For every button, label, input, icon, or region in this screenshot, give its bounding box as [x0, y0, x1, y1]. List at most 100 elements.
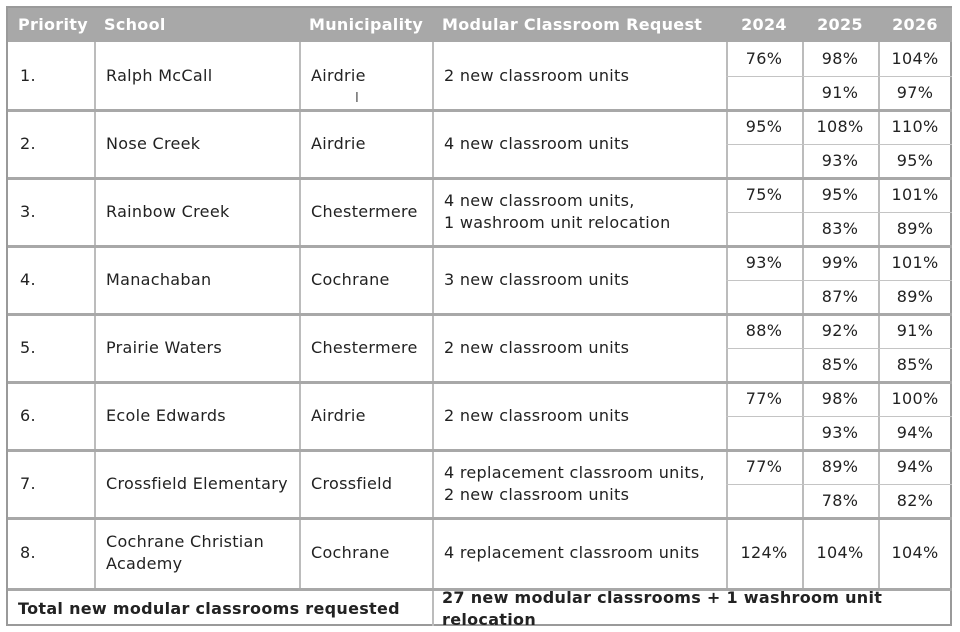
- row4-municipality: Cochrane: [311, 270, 390, 289]
- row5-municipality: Chestermere: [311, 338, 418, 357]
- row3-priority: 3.: [20, 202, 36, 221]
- row8-2025: 104%: [816, 543, 864, 562]
- row1-2025-a: 98%: [821, 49, 859, 68]
- row7-2026-b: 82%: [896, 491, 934, 510]
- sub-row-divider: [726, 416, 952, 417]
- row8-school-line1: Cochrane Christian: [106, 532, 265, 551]
- row8-school: Cochrane Christian Academy: [94, 518, 299, 588]
- row3-request-line2: 1 washroom unit relocation: [444, 213, 671, 232]
- row2-priority: 2.: [20, 134, 36, 153]
- header-2026: 2026: [878, 8, 952, 42]
- row1-request: 2 new classroom units: [444, 66, 630, 85]
- row7-2025-b: 78%: [821, 491, 859, 510]
- sub-row-divider: [726, 76, 952, 77]
- row6-priority: 6.: [20, 406, 36, 425]
- row5-priority: 5.: [20, 338, 36, 357]
- row5-2026-a: 91%: [896, 321, 934, 340]
- row3-2024: 75%: [745, 185, 783, 204]
- row1-priority: 1.: [20, 66, 36, 85]
- row5-school: Prairie Waters: [106, 338, 222, 357]
- row-divider: [8, 449, 952, 452]
- row1-2025-b: 91%: [821, 83, 859, 102]
- row4-request: 3 new classroom units: [444, 270, 630, 289]
- row1-school: Ralph McCall: [106, 66, 213, 85]
- row5-request: 2 new classroom units: [444, 338, 630, 357]
- header-2025: 2025: [802, 8, 878, 42]
- row3-2026-b: 89%: [896, 219, 934, 238]
- row2-municipality: Airdrie: [311, 134, 366, 153]
- sub-row-divider: [726, 348, 952, 349]
- row-divider: [8, 588, 952, 591]
- row6-school: Ecole Edwards: [106, 406, 226, 425]
- row8-2026: 104%: [891, 543, 939, 562]
- row2-2025-b: 93%: [821, 151, 859, 170]
- row7-request: 4 replacement classroom units, 2 new cla…: [432, 450, 726, 518]
- row4-2025-a: 99%: [821, 253, 859, 272]
- sub-row-divider: [726, 484, 952, 485]
- row1-2024: 76%: [745, 49, 783, 68]
- row5-2024: 88%: [745, 321, 783, 340]
- row7-2026-a: 94%: [896, 457, 934, 476]
- row7-request-line2: 2 new classroom units: [444, 485, 630, 504]
- row7-request-line1: 4 replacement classroom units,: [444, 463, 705, 482]
- row2-2026-a: 110%: [891, 117, 939, 136]
- header-priority: Priority: [8, 8, 94, 42]
- row1-2026-b: 97%: [896, 83, 934, 102]
- row6-municipality: Airdrie: [311, 406, 366, 425]
- col-divider: [432, 42, 434, 626]
- row5-2025-b: 85%: [821, 355, 859, 374]
- row2-request: 4 new classroom units: [444, 134, 630, 153]
- row1-2026-a: 104%: [891, 49, 939, 68]
- row8-municipality: Cochrane: [311, 543, 390, 562]
- row3-school: Rainbow Creek: [106, 202, 230, 221]
- row-divider: [8, 245, 952, 248]
- row8-2024: 124%: [740, 543, 788, 562]
- row3-2025-a: 95%: [821, 185, 859, 204]
- row4-school: Manachaban: [106, 270, 212, 289]
- row-divider: [8, 517, 952, 520]
- row4-2025-b: 87%: [821, 287, 859, 306]
- row3-municipality: Chestermere: [311, 202, 418, 221]
- row7-priority: 7.: [20, 474, 36, 493]
- row2-2025-a: 108%: [816, 117, 864, 136]
- row7-2024: 77%: [745, 457, 783, 476]
- row7-municipality: Crossfield: [311, 474, 393, 493]
- sub-row-divider: [726, 280, 952, 281]
- row-divider: [8, 313, 952, 316]
- header-municipality: Municipality: [299, 8, 432, 42]
- row7-2025-a: 89%: [821, 457, 859, 476]
- row6-2026-b: 94%: [896, 423, 934, 442]
- row2-2024: 95%: [745, 117, 783, 136]
- row4-2024: 93%: [745, 253, 783, 272]
- sub-row-divider: [726, 144, 952, 145]
- row-divider: [8, 177, 952, 180]
- footer-label: Total new modular classrooms requested: [18, 598, 400, 618]
- row6-2024: 77%: [745, 389, 783, 408]
- row6-2026-a: 100%: [891, 389, 939, 408]
- header-2024: 2024: [726, 8, 802, 42]
- row4-2026-a: 101%: [891, 253, 939, 272]
- sub-row-divider: [726, 212, 952, 213]
- row6-2025-b: 93%: [821, 423, 859, 442]
- text-cursor-icon: I: [355, 91, 359, 106]
- row8-request: 4 replacement classroom units: [444, 543, 700, 562]
- header-request: Modular Classroom Request: [432, 8, 726, 42]
- row3-request-line1: 4 new classroom units,: [444, 191, 635, 210]
- row5-2026-b: 85%: [896, 355, 934, 374]
- row-divider: [8, 381, 952, 384]
- row2-2026-b: 95%: [896, 151, 934, 170]
- row4-2026-b: 89%: [896, 287, 934, 306]
- row3-2025-b: 83%: [821, 219, 859, 238]
- row8-school-line2: Academy: [106, 554, 183, 573]
- row3-request: 4 new classroom units, 1 washroom unit r…: [432, 178, 726, 246]
- row6-request: 2 new classroom units: [444, 406, 630, 425]
- footer-value: 27 new modular classrooms + 1 washroom u…: [442, 587, 883, 629]
- row3-2026-a: 101%: [891, 185, 939, 204]
- row-divider: [8, 109, 952, 112]
- row5-2025-a: 92%: [821, 321, 859, 340]
- row8-priority: 8.: [20, 543, 36, 562]
- row7-school: Crossfield Elementary: [106, 474, 288, 493]
- row6-2025-a: 98%: [821, 389, 859, 408]
- header-school: School: [94, 8, 299, 42]
- row4-priority: 4.: [20, 270, 36, 289]
